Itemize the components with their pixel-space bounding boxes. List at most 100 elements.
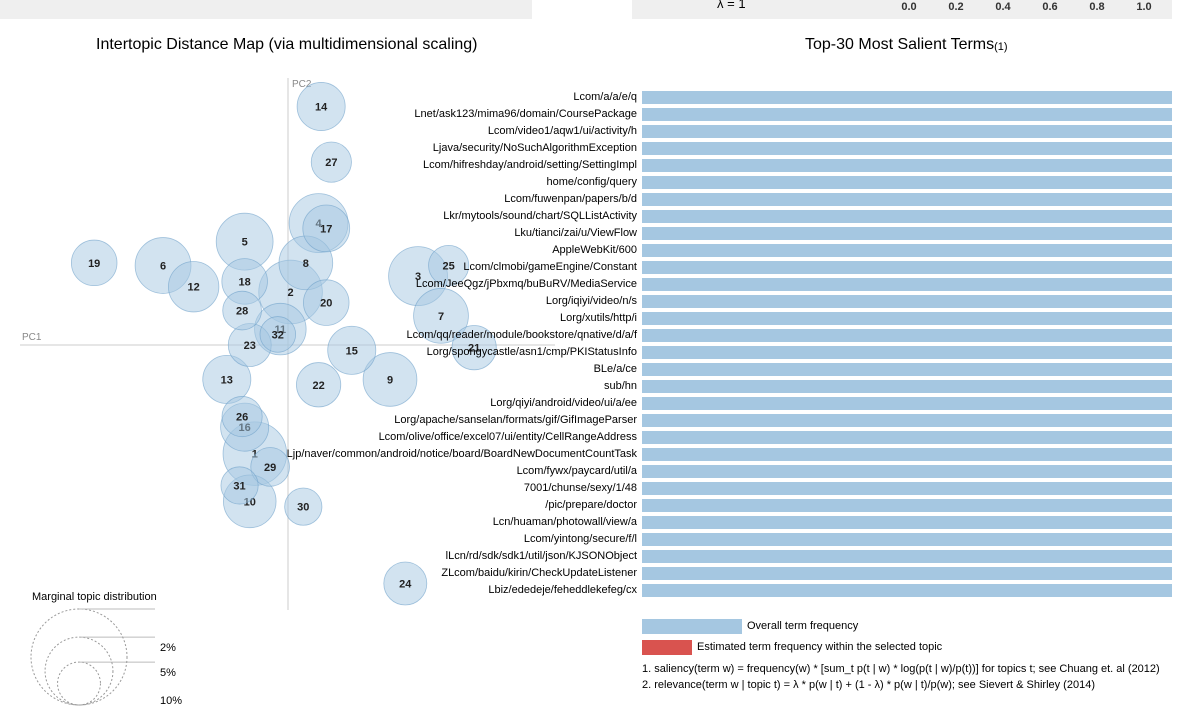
topic-circle[interactable] xyxy=(327,325,377,375)
overall-frequency-bar[interactable] xyxy=(642,414,1172,427)
term-label[interactable]: Lcom/video1/aqw1/ui/activity/h xyxy=(487,125,637,137)
term-label[interactable]: Lorg/xutils/http/i xyxy=(559,312,637,324)
overall-frequency-bar[interactable] xyxy=(642,312,1172,325)
topic-bubble[interactable]: 24 xyxy=(383,561,428,606)
topic-circle[interactable] xyxy=(451,325,497,371)
term-label[interactable]: ZLcom/baidu/kirin/CheckUpdateListener xyxy=(441,567,637,579)
term-label[interactable]: Lorg/qiyi/android/video/ui/a/ee xyxy=(490,397,637,409)
overall-frequency-bar[interactable] xyxy=(642,261,1172,274)
topic-bubble[interactable]: 15 xyxy=(327,325,377,375)
topic-circle[interactable] xyxy=(284,487,323,526)
topic-circle[interactable] xyxy=(303,279,350,326)
overall-frequency-bar[interactable] xyxy=(642,210,1172,223)
overall-frequency-bar[interactable] xyxy=(642,125,1172,138)
topic-circle[interactable] xyxy=(220,466,259,505)
overall-frequency-bar[interactable] xyxy=(642,516,1172,529)
overall-frequency-bar[interactable] xyxy=(642,329,1172,342)
topic-circle[interactable] xyxy=(70,239,118,287)
topic-bubble[interactable]: 20 xyxy=(303,279,350,326)
term-label[interactable]: Lnet/ask123/mima96/domain/CoursePackage xyxy=(414,108,637,120)
topic-circle[interactable] xyxy=(296,82,346,131)
overall-frequency-bar[interactable] xyxy=(642,363,1172,376)
term-label[interactable]: lLcn/rd/sdk/sdk1/util/json/KJSONObject xyxy=(445,550,637,562)
term-label[interactable]: sub/hn xyxy=(603,380,637,392)
overall-frequency-bar[interactable] xyxy=(642,482,1172,495)
term-label[interactable]: /pic/prepare/doctor xyxy=(545,499,637,511)
term-label[interactable]: Ljp/naver/common/android/notice/board/Bo… xyxy=(286,448,637,460)
term-label[interactable]: Lcom/fywx/paycard/util/a xyxy=(516,465,637,477)
topic-circle[interactable] xyxy=(428,244,470,287)
topic-circle[interactable] xyxy=(310,141,352,183)
term-label[interactable]: Lcn/huaman/photowall/view/a xyxy=(492,516,637,528)
term-label[interactable]: Lbiz/ededeje/feheddlekefeg/cx xyxy=(488,584,637,596)
topic-bubble[interactable]: 29 xyxy=(250,447,290,487)
overall-frequency-bar[interactable] xyxy=(642,278,1172,291)
overall-frequency-bar[interactable] xyxy=(642,567,1172,580)
overall-frequency-bar[interactable] xyxy=(642,142,1172,155)
topic-circle[interactable] xyxy=(302,204,351,253)
topic-bubble[interactable]: 32 xyxy=(259,316,297,353)
topic-bubble[interactable]: 21 xyxy=(451,325,497,371)
topic-bubble[interactable]: 19 xyxy=(70,239,118,287)
overall-frequency-bar[interactable] xyxy=(642,533,1172,546)
term-label[interactable]: 7001/chunse/sexy/1/48 xyxy=(523,482,637,494)
topic-circle[interactable] xyxy=(259,316,297,353)
overall-frequency-bar[interactable] xyxy=(642,176,1172,189)
topic-circle[interactable] xyxy=(362,352,418,407)
topic-bubble[interactable]: 28 xyxy=(222,290,262,331)
topic-circle[interactable] xyxy=(222,290,262,331)
topic-circle[interactable] xyxy=(413,288,469,344)
overall-frequency-bar[interactable] xyxy=(642,380,1172,393)
overall-frequency-bar[interactable] xyxy=(642,448,1172,461)
topic-circle[interactable] xyxy=(296,362,342,408)
term-label[interactable]: Lcom/JeeQgz/jPbxmq/buBuRV/MediaService xyxy=(415,278,637,290)
lambda-slider-bar[interactable] xyxy=(632,0,1172,19)
topic-circle[interactable] xyxy=(168,261,220,313)
topic-bubble[interactable]: 17 xyxy=(302,204,351,253)
overall-frequency-bar[interactable] xyxy=(642,346,1172,359)
topic-bubble[interactable]: 14 xyxy=(296,82,346,131)
overall-frequency-bar[interactable] xyxy=(642,159,1172,172)
topic-bubble[interactable]: 18 xyxy=(221,258,268,305)
term-label[interactable]: Lcom/hifreshday/android/setting/SettingI… xyxy=(422,159,637,171)
term-label[interactable]: Lcom/a/a/e/q xyxy=(573,91,637,103)
term-label[interactable]: BLe/a/ce xyxy=(593,363,637,375)
topic-circle[interactable] xyxy=(221,396,263,438)
overall-frequency-bar[interactable] xyxy=(642,193,1172,206)
topic-bubble[interactable]: 25 xyxy=(428,244,470,287)
topic-bubble[interactable]: 7 xyxy=(413,288,469,344)
term-label[interactable]: Lku/tianci/zai/u/ViewFlow xyxy=(514,227,637,239)
topic-circle[interactable] xyxy=(383,561,428,606)
overall-frequency-bar[interactable] xyxy=(642,499,1172,512)
term-label[interactable]: AppleWebKit/600 xyxy=(552,244,637,256)
overall-frequency-bar[interactable] xyxy=(642,397,1172,410)
topic-circle[interactable] xyxy=(250,447,290,487)
term-label[interactable]: Lcom/clmobi/gameEngine/Constant xyxy=(463,261,637,273)
overall-frequency-bar[interactable] xyxy=(642,108,1172,121)
term-label[interactable]: Lorg/iqiyi/video/n/s xyxy=(545,295,637,307)
term-label[interactable]: home/config/query xyxy=(546,176,638,188)
overall-frequency-bar[interactable] xyxy=(642,227,1172,240)
overall-frequency-bar[interactable] xyxy=(642,584,1172,597)
term-label[interactable]: Lcom/yintong/secure/f/l xyxy=(523,533,637,545)
term-label[interactable]: Lcom/olive/office/excel07/ui/entity/Cell… xyxy=(378,431,637,443)
term-label[interactable]: Lorg/spongycastle/asn1/cmp/PKIStatusInfo xyxy=(426,346,637,358)
term-label[interactable]: Lkr/mytools/sound/chart/SQLListActivity xyxy=(443,210,637,222)
topic-bubble[interactable]: 12 xyxy=(168,261,220,313)
overall-frequency-bar[interactable] xyxy=(642,295,1172,308)
term-label[interactable]: Lcom/qq/reader/module/bookstore/qnative/… xyxy=(406,329,637,341)
overall-frequency-bar[interactable] xyxy=(642,431,1172,444)
term-label[interactable]: Ljava/security/NoSuchAlgorithmException xyxy=(432,142,637,154)
topic-bubble[interactable]: 13 xyxy=(202,355,252,404)
overall-frequency-bar[interactable] xyxy=(642,550,1172,563)
overall-frequency-bar[interactable] xyxy=(642,465,1172,478)
topic-bubble[interactable]: 31 xyxy=(220,466,259,505)
topic-bubble[interactable]: 26 xyxy=(221,396,263,438)
term-label[interactable]: Lorg/apache/sanselan/formats/gif/GifImag… xyxy=(394,414,637,426)
overall-frequency-bar[interactable] xyxy=(642,91,1172,104)
term-label[interactable]: Lcom/fuwenpan/papers/b/d xyxy=(504,193,637,205)
topic-bubble[interactable]: 27 xyxy=(310,141,352,183)
topic-bubble[interactable]: 30 xyxy=(284,487,323,526)
overall-frequency-bar[interactable] xyxy=(642,244,1172,257)
topic-bubble[interactable]: 9 xyxy=(362,352,418,407)
